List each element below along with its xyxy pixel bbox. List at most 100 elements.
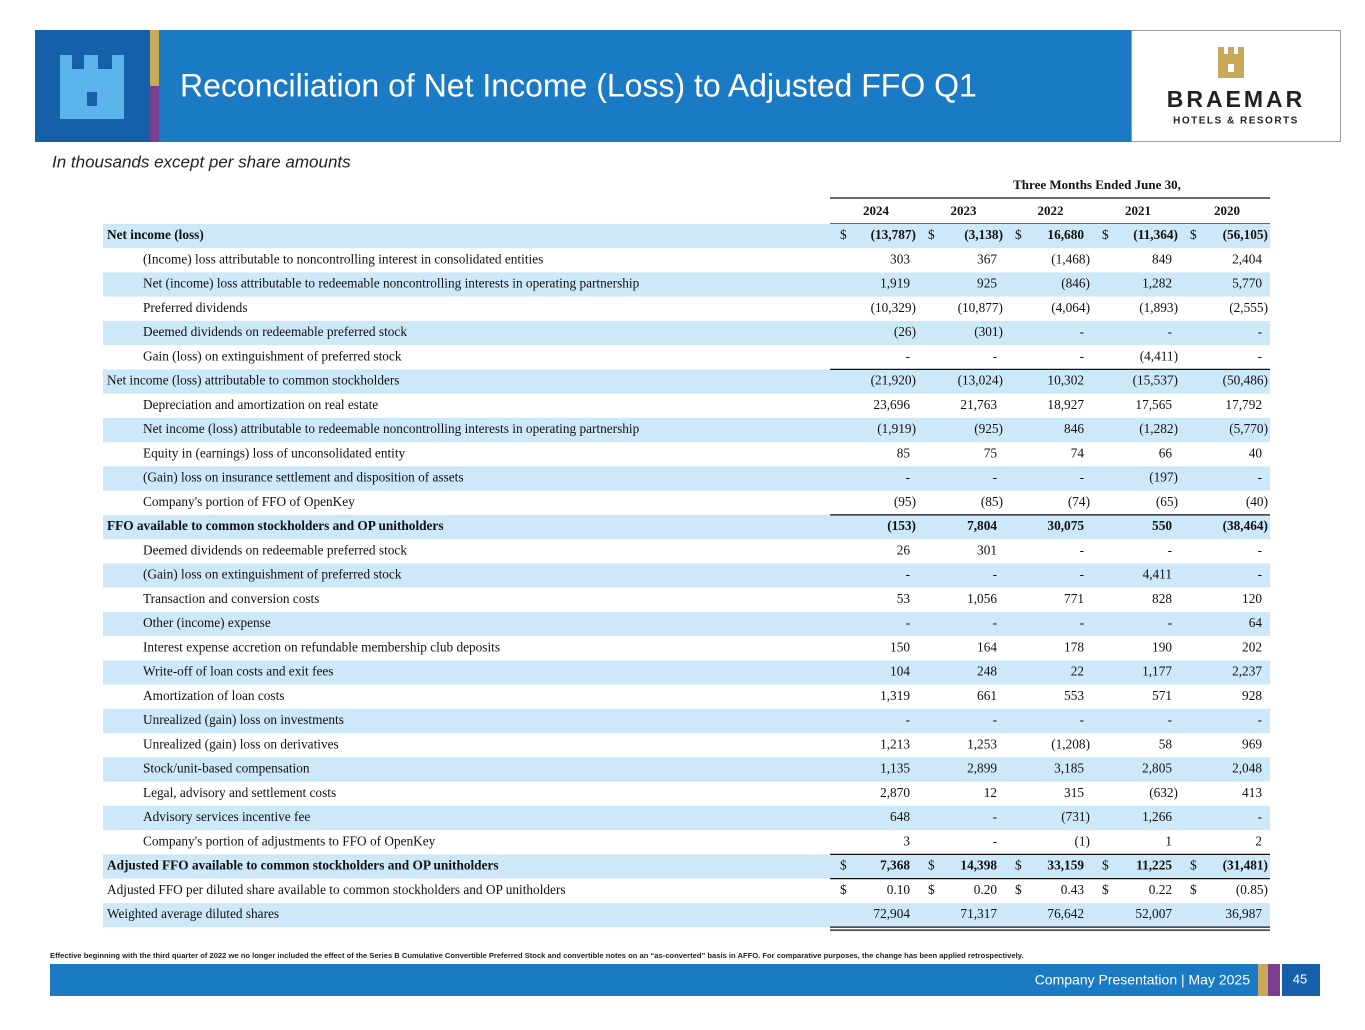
cell-value: (0.85) [1236, 882, 1268, 897]
row-shade [103, 320, 1270, 346]
cell-value: - [906, 470, 910, 485]
cell-value: (15,537) [1133, 373, 1178, 388]
currency-sign: $ [1015, 858, 1022, 873]
cell-value: 301 [977, 542, 997, 557]
currency-sign: $ [1015, 882, 1022, 897]
cell-value: 0.10 [887, 882, 911, 897]
cell-value: - [1080, 615, 1084, 630]
cell-value: 12 [984, 785, 997, 800]
cell-value: - [993, 712, 997, 727]
cell-value: 771 [1064, 591, 1084, 606]
cell-value: 14,398 [960, 858, 997, 873]
row-label: Adjusted FFO per diluted share available… [107, 882, 566, 897]
cell-value: (40) [1246, 494, 1268, 509]
cell-value: 315 [1064, 785, 1084, 800]
currency-sign: $ [928, 882, 935, 897]
cell-value: 5,770 [1232, 276, 1262, 291]
cell-value: - [1258, 324, 1262, 339]
cell-value: 30,075 [1047, 518, 1084, 533]
currency-sign: $ [1190, 227, 1197, 242]
period-header: Three Months Ended June 30, [1013, 177, 1181, 192]
cell-value: 58 [1159, 736, 1173, 751]
row-label: Net income (loss) [107, 227, 204, 242]
cell-value: 33,159 [1047, 858, 1084, 873]
cell-value: 553 [1064, 688, 1084, 703]
cell-value: (1,919) [877, 421, 916, 436]
cell-value: (632) [1149, 785, 1178, 800]
cell-value: - [993, 615, 997, 630]
row-shade [103, 514, 1270, 540]
row-label: Deemed dividends on redeemable preferred… [143, 542, 407, 557]
footer-gold [1258, 964, 1268, 996]
cell-value: 7,804 [967, 518, 997, 533]
row-shade [103, 223, 1270, 249]
cell-value: 0.22 [1149, 882, 1172, 897]
cell-value: 4,411 [1143, 567, 1172, 582]
row-label: FFO available to common stockholders and… [107, 518, 444, 533]
cell-value: 2,404 [1232, 251, 1262, 266]
row-shade [103, 757, 1270, 782]
cell-value: 10,302 [1047, 373, 1084, 388]
column-header: 2022 [1038, 203, 1064, 218]
cell-value: 23,696 [873, 397, 910, 412]
castle-door [87, 92, 97, 106]
cell-value: (56,105) [1223, 227, 1268, 242]
cell-value: 2,870 [880, 785, 910, 800]
cell-value: - [1080, 348, 1084, 363]
cell-value: - [1080, 470, 1084, 485]
row-label: Transaction and conversion costs [143, 591, 319, 606]
cell-value: (50,486) [1223, 373, 1268, 388]
cell-value: 164 [977, 639, 997, 654]
cell-value: 74 [1071, 445, 1085, 460]
cell-value: (301) [974, 324, 1003, 339]
cell-value: 2,805 [1142, 761, 1172, 776]
row-label: Advisory services incentive fee [143, 809, 310, 824]
currency-sign: $ [1015, 227, 1022, 242]
logo-icon [1218, 47, 1244, 78]
cell-value: 104 [890, 664, 910, 679]
cell-value: 72,904 [873, 906, 910, 921]
cell-value: 16,680 [1047, 227, 1084, 242]
column-header: 2024 [863, 203, 890, 218]
cell-value: (95) [894, 494, 916, 509]
row-shade [103, 708, 1270, 734]
cell-value: 76,642 [1047, 906, 1084, 921]
cell-value: - [1258, 809, 1262, 824]
row-label: Interest expense accretion on refundable… [143, 639, 500, 654]
cell-value: 849 [1152, 251, 1172, 266]
cell-value: 1,056 [967, 591, 997, 606]
cell-value: 828 [1152, 591, 1172, 606]
row-shade [103, 417, 1270, 443]
cell-value: 846 [1064, 421, 1084, 436]
cell-value: 2 [1255, 833, 1262, 848]
cell-value: - [1258, 567, 1262, 582]
cell-value: - [1168, 324, 1172, 339]
row-label: Company's portion of FFO of OpenKey [143, 494, 355, 509]
column-header: 2023 [951, 203, 978, 218]
cell-value: 1,213 [880, 736, 910, 751]
cell-value: 1,319 [880, 688, 910, 703]
row-label: Unrealized (gain) loss on derivatives [143, 736, 339, 751]
cell-value: 1,253 [967, 736, 997, 751]
row-shade [103, 611, 1270, 637]
row-label: (Gain) loss on extinguishment of preferr… [143, 567, 402, 582]
cell-value: (2,555) [1229, 300, 1268, 315]
cell-value: 66 [1159, 445, 1173, 460]
row-label: Write-off of loan costs and exit fees [143, 664, 333, 679]
row-label: (Income) loss attributable to noncontrol… [143, 251, 543, 266]
cell-value: (1) [1074, 833, 1090, 848]
cell-value: 0.43 [1061, 882, 1085, 897]
currency-sign: $ [1102, 858, 1109, 873]
accent-purple [150, 86, 159, 142]
cell-value: - [993, 470, 997, 485]
cell-value: 36,987 [1225, 906, 1262, 921]
cell-value: - [1080, 324, 1084, 339]
cell-value: (731) [1061, 809, 1090, 824]
cell-value: 2,237 [1232, 664, 1262, 679]
logo-name: BRAEMAR [1167, 86, 1306, 112]
logo-box [1131, 30, 1341, 142]
cell-value: 648 [890, 809, 910, 824]
cell-value: 64 [1249, 615, 1263, 630]
cell-value: 2,048 [1232, 761, 1262, 776]
